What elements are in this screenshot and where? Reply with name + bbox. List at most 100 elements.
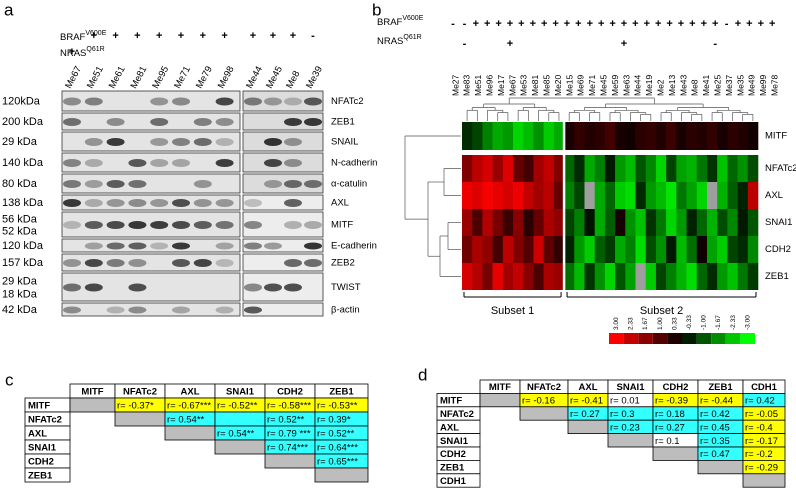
heatmap-cell — [666, 155, 677, 182]
heatmap-cell — [533, 263, 544, 290]
blot-band — [304, 118, 322, 126]
heatmap-cell — [604, 236, 616, 263]
braf-status: + — [746, 18, 752, 30]
row-header: NFATc2 — [28, 415, 62, 426]
row-header: MITF — [440, 396, 462, 407]
correlation-value: r= 0.64*** — [317, 443, 358, 454]
heatmap-cell — [492, 122, 504, 150]
heatmap-cell — [553, 155, 565, 182]
heatmap-cell — [635, 182, 647, 209]
heatmap-cell — [533, 236, 544, 263]
sample-name: Me43 — [678, 74, 688, 96]
heatmap-cell — [717, 236, 728, 263]
scale-label: -3.00 — [744, 315, 751, 330]
gene-label: SNAI1 — [765, 217, 792, 228]
correlation-value: r= 0.47 — [700, 449, 730, 460]
blot-band — [128, 221, 147, 229]
sample-name: Me98 — [216, 64, 237, 90]
heatmap-cell — [584, 209, 595, 236]
subset-label: Subset 1 — [491, 305, 534, 317]
heatmap-cell — [717, 155, 728, 182]
braf-status: - — [725, 18, 729, 30]
heatmap-cell — [482, 155, 493, 182]
heatmap-cell — [523, 263, 534, 290]
heatmap-cell — [717, 182, 728, 209]
braf-status: + — [250, 30, 256, 42]
blot-left — [61, 152, 241, 173]
heatmap-cell — [747, 155, 759, 182]
heatmap-cell — [604, 155, 616, 182]
blot-band — [84, 199, 103, 207]
blot-right — [242, 194, 324, 211]
blot-band — [193, 118, 212, 126]
blot-band — [244, 221, 262, 229]
scale-swatch — [740, 333, 755, 344]
sample-name: Me37 — [724, 74, 734, 96]
diagonal-cell — [164, 425, 216, 441]
mutation-label: NRASQ61R — [60, 46, 105, 59]
gene-label: CDH2 — [765, 244, 791, 255]
heatmap-cell — [706, 122, 718, 150]
row-header: CDH2 — [28, 457, 54, 468]
correlation-value: r= 0.65*** — [317, 457, 358, 468]
molecular-weight: 29 kDa — [2, 276, 38, 288]
molecular-weight: 42 kDa — [2, 304, 38, 316]
heatmap-cell — [645, 155, 657, 182]
heatmap-cell — [462, 263, 473, 290]
heatmap-cell — [655, 236, 667, 263]
braf-status: + — [701, 18, 707, 30]
blot-band — [106, 138, 125, 146]
blot-band — [215, 159, 234, 167]
gene-name: NRAS — [60, 48, 86, 59]
row-header: CDH1 — [440, 476, 467, 487]
correlation-value: r= -0.2 — [745, 449, 773, 460]
sample-name: Me79 — [194, 64, 215, 90]
sample-name: Me53 — [519, 74, 529, 96]
heatmap-cell — [655, 209, 667, 236]
blot-right — [242, 272, 324, 302]
nras-status: + — [69, 46, 75, 58]
heatmap-cell — [696, 209, 708, 236]
blot-band — [84, 180, 103, 188]
blot-right — [242, 112, 324, 131]
heatmap-cell — [584, 182, 595, 209]
heatmap-cell — [472, 155, 483, 182]
protein-name: N-cadherin — [331, 158, 377, 169]
braf-status: + — [134, 30, 140, 42]
scale-label: 2.33 — [628, 317, 635, 330]
heatmap-cell — [482, 236, 493, 263]
blot-band — [84, 242, 103, 250]
heatmap-cell — [492, 155, 504, 182]
blot-band — [128, 259, 147, 267]
heatmap-cell — [666, 209, 677, 236]
diagonal-cell — [697, 459, 744, 475]
mutation-superscript: V600E — [402, 15, 423, 22]
sample-name: Me25 — [712, 74, 722, 96]
heatmap-cell — [645, 263, 657, 290]
blot-band — [215, 199, 234, 207]
diagonal-cell — [264, 453, 316, 469]
blot-band — [304, 242, 322, 250]
blot-band — [128, 159, 147, 167]
heatmap-cell — [737, 236, 749, 263]
scale-swatch — [696, 333, 712, 344]
correlation-value: r= 0.1 — [655, 436, 680, 447]
heatmap-cell — [696, 236, 708, 263]
heatmap-cell — [655, 155, 667, 182]
heatmap-cell — [513, 182, 524, 209]
sample-name: Me39 — [304, 64, 325, 90]
heatmap-cell — [706, 182, 718, 209]
braf-status: + — [484, 18, 490, 30]
scale-label: 3.00 — [613, 317, 620, 330]
correlation-value: r= 0.74*** — [267, 443, 308, 454]
diagonal-cell — [314, 467, 369, 483]
blot-band — [284, 118, 302, 126]
heatmap-cell — [502, 182, 514, 209]
blot-band — [172, 138, 190, 146]
blot-left — [61, 90, 241, 112]
heatmap-cell — [574, 209, 585, 236]
blot-band — [264, 180, 282, 188]
heatmap-cell — [564, 209, 575, 236]
heatmap-cell — [737, 209, 749, 236]
row-header-cell — [24, 467, 71, 483]
